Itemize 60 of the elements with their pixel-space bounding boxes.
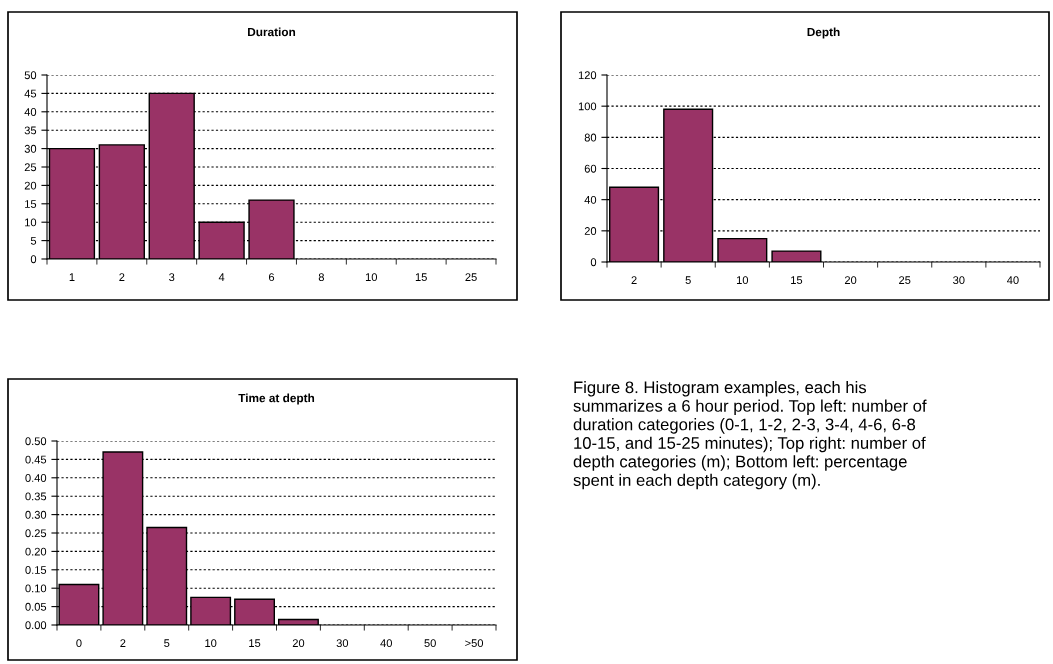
y-tick-label: 10 — [25, 218, 37, 227]
x-tick-label: 1 — [69, 273, 75, 281]
y-tick-label: 0 — [590, 258, 597, 267]
x-tick-label: 4 — [218, 273, 225, 281]
y-tick-label: 0.20 — [25, 547, 47, 556]
chart-title: Time at depth — [238, 393, 315, 405]
y-tick-label: 0.40 — [25, 474, 47, 482]
x-tick-label: 3 — [169, 273, 175, 282]
y-tick-label: 0.25 — [25, 529, 47, 538]
x-tick-label: 2 — [119, 273, 125, 281]
y-tick-label: 40 — [24, 108, 37, 116]
x-tick-label: 15 — [791, 276, 803, 285]
x-tick-label: 30 — [953, 276, 965, 285]
x-tick-label: 10 — [365, 273, 378, 282]
x-tick-label: 10 — [736, 276, 749, 285]
y-tick-label: 60 — [584, 164, 597, 173]
x-tick-label: 2 — [120, 639, 126, 647]
x-tick-label: 5 — [164, 639, 170, 648]
y-tick-label: 0.10 — [25, 584, 47, 593]
x-tick-label: 5 — [685, 276, 691, 285]
y-tick-label: 45 — [24, 89, 37, 98]
x-tick-label: 50 — [424, 639, 436, 648]
y-tick-label: 20 — [24, 181, 37, 190]
y-tick-label: 0.00 — [25, 621, 47, 630]
x-tick-label: 10 — [205, 639, 217, 648]
x-tick-label: 0 — [76, 639, 82, 648]
x-tick-label: 8 — [318, 273, 324, 282]
y-tick-label: 5 — [30, 236, 37, 245]
y-tick-label: 0.15 — [25, 566, 47, 574]
y-tick-label: 20 — [584, 227, 597, 235]
x-tick-label: 25 — [465, 273, 477, 282]
y-tick-label: 0.30 — [25, 510, 47, 519]
y-tick-label: 15 — [25, 200, 37, 208]
y-tick-label: 25 — [24, 163, 37, 172]
y-tick-label: 0.05 — [25, 602, 47, 611]
y-tick-label: 120 — [578, 71, 597, 80]
y-tick-label: 80 — [584, 133, 597, 142]
y-tick-label: 30 — [24, 144, 37, 153]
x-tick-label: 15 — [415, 273, 427, 282]
x-tick-label: 20 — [844, 276, 857, 285]
x-tick-label: 15 — [249, 639, 261, 648]
y-tick-label: 0 — [30, 255, 37, 264]
y-tick-label: 35 — [24, 126, 37, 135]
y-tick-label: 0.45 — [25, 455, 47, 464]
x-tick-label: 40 — [380, 639, 392, 648]
x-tick-label: 2 — [631, 276, 637, 284]
x-tick-label: 20 — [292, 639, 305, 648]
y-tick-label: 0.35 — [25, 492, 47, 501]
chart-title: Depth — [807, 27, 840, 39]
x-tick-label: 25 — [899, 276, 911, 285]
y-tick-label: 40 — [584, 195, 597, 204]
x-tick-label: 40 — [1007, 276, 1019, 285]
x-tick-label: 6 — [268, 273, 275, 282]
caption: Figure 8. Histogram examples, each his summarizes a 6 hour period. Top left: number of duration categories (0-1, 1-2, 2-3, 3-4, 4-6, 6-8 10-15, and 15-25 minutes); Top right: number of depth categories (m); Bottom left: percentage spent in each depth category (m). — [573, 381, 927, 490]
y-tick-label: 0.50 — [25, 437, 47, 446]
y-tick-label: 100 — [578, 102, 597, 111]
chart-title: Duration — [248, 27, 296, 37]
x-tick-label: 30 — [336, 639, 349, 648]
x-tick-label: >50 — [465, 639, 484, 648]
y-tick-label: 50 — [24, 71, 37, 80]
